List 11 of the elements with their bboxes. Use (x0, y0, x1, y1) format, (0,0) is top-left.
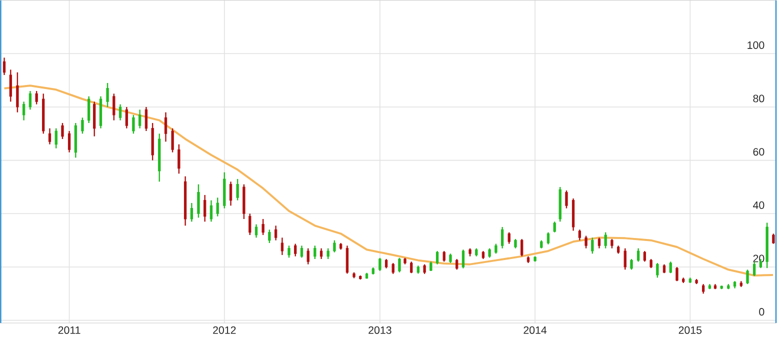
y-tick-label: 40 (753, 201, 764, 209)
y-tick-label: 80 (753, 94, 764, 102)
y-tick-label: 20 (753, 254, 764, 262)
y-tick-label: 100 (748, 41, 764, 49)
x-tick-label: 2014 (524, 326, 547, 334)
y-tick-label: 0 (759, 308, 764, 316)
x-tick-label: 2011 (58, 326, 80, 334)
x-tick-label: 2012 (213, 326, 236, 334)
x-tick-label: 2013 (368, 326, 392, 334)
y-tick-label: 60 (753, 148, 764, 156)
x-tick-label: 2015 (678, 326, 702, 334)
